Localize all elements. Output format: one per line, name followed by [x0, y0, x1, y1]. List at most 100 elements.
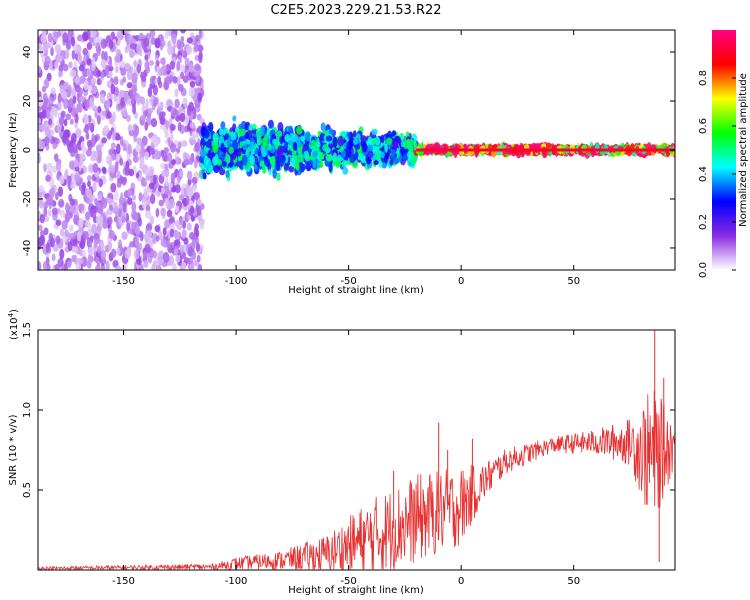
heatmap-cell	[199, 203, 205, 210]
heatmap-cell	[119, 135, 124, 147]
heatmap-cell	[101, 50, 106, 61]
heatmap-x-tick-label: 50	[567, 276, 580, 287]
heatmap-cell	[47, 32, 53, 43]
heatmap-cell	[43, 43, 48, 54]
heatmap-cell	[43, 206, 48, 217]
heatmap-cell	[188, 62, 194, 73]
heatmap-cell	[341, 159, 347, 169]
heatmap-cell	[400, 146, 406, 156]
heatmap-cell	[130, 96, 135, 106]
colorbar-tick-label: 0.2	[698, 214, 709, 230]
heatmap-cell	[71, 142, 78, 154]
heatmap-cell	[132, 104, 137, 115]
heatmap-cell	[177, 121, 182, 132]
heatmap-cell	[149, 215, 155, 225]
heatmap-cell	[91, 86, 98, 95]
heatmap-cell	[165, 99, 173, 106]
heatmap-cell	[187, 187, 194, 198]
heatmap-cell	[176, 39, 182, 50]
heatmap-cell	[163, 184, 170, 195]
heatmap-cell	[76, 103, 81, 112]
heatmap-cell	[155, 59, 160, 67]
heatmap-cell	[73, 158, 79, 168]
heatmap-cell	[96, 115, 101, 125]
heatmap-cell	[106, 197, 113, 205]
heatmap-cell	[169, 142, 177, 153]
heatmap-cell	[151, 264, 156, 270]
heatmap-cell	[38, 152, 41, 164]
heatmap-cell	[142, 251, 149, 259]
heatmap-cell	[141, 96, 146, 107]
heatmap-cell	[81, 250, 87, 258]
heatmap-cell	[188, 71, 193, 79]
heatmap-cell	[160, 123, 167, 131]
snr-y-ticks: 0.5 1.0 1.5	[22, 322, 675, 498]
heatmap-cell	[69, 232, 76, 240]
heatmap-cell	[46, 263, 51, 270]
heatmap-cell	[52, 244, 59, 252]
heatmap-cell	[166, 209, 173, 218]
heatmap-cell	[365, 156, 372, 165]
heatmap-cell	[86, 175, 92, 182]
heatmap-cell	[45, 174, 51, 182]
heatmap-cell	[176, 61, 181, 72]
heatmap-cell	[87, 180, 91, 188]
heatmap-cell	[139, 263, 144, 270]
heatmap-cell	[325, 135, 333, 142]
heatmap-cell	[195, 75, 200, 83]
heatmap-cell	[235, 126, 240, 134]
heatmap-cell	[47, 195, 54, 205]
heatmap-cell	[126, 114, 131, 123]
heatmap-cell	[303, 150, 310, 160]
heatmap-cell	[165, 120, 170, 130]
heatmap-cell	[65, 137, 70, 147]
heatmap-y-tick-label: 40	[22, 46, 33, 59]
snr-y-tick-label: 1.5	[22, 322, 33, 338]
heatmap-cell	[202, 172, 207, 180]
heatmap-cell	[55, 219, 62, 226]
heatmap-cell	[74, 85, 81, 93]
heatmap-cell	[305, 163, 311, 171]
heatmap-cell	[164, 177, 169, 187]
heatmap-cell	[86, 68, 92, 78]
heatmap-cell	[38, 123, 43, 132]
heatmap-cell	[160, 162, 165, 169]
heatmap-cell	[47, 103, 52, 112]
heatmap-cell	[166, 152, 173, 162]
heatmap-cell	[113, 76, 119, 86]
heatmap-cell	[180, 71, 185, 80]
heatmap-cell	[169, 132, 174, 142]
heatmap-cell	[241, 154, 248, 166]
heatmap-cell	[173, 248, 179, 255]
heatmap-cell	[145, 65, 151, 74]
heatmap-cell	[124, 45, 129, 54]
heatmap-cell	[179, 112, 186, 123]
heatmap-cell	[141, 75, 147, 83]
heatmap-cell	[96, 78, 101, 86]
colorbar-tick-label: 0.6	[698, 118, 709, 134]
heatmap-cell	[120, 67, 127, 76]
heatmap-cell	[268, 169, 272, 176]
heatmap-cell	[70, 36, 76, 47]
heatmap-cell	[46, 109, 50, 118]
heatmap-cell	[262, 167, 267, 174]
heatmap-cell	[259, 160, 264, 167]
heatmap-cell	[76, 230, 82, 242]
heatmap-cell	[288, 165, 295, 173]
heatmap-cell	[164, 131, 170, 140]
heatmap-cell	[82, 31, 89, 42]
heatmap-cell	[186, 222, 192, 231]
heatmap-cell	[168, 255, 175, 266]
heatmap-cell	[352, 138, 359, 145]
heatmap-cell	[179, 244, 184, 255]
heatmap-cell	[186, 37, 193, 44]
heatmap-cell	[112, 111, 116, 123]
heatmap-cell	[269, 144, 276, 154]
heatmap-cell	[96, 245, 102, 253]
heatmap-cell	[167, 45, 174, 56]
heatmap-cell	[360, 135, 367, 143]
snr-scale-exp: 4	[7, 312, 15, 317]
heatmap-cell	[91, 133, 96, 144]
heatmap-cell	[122, 201, 127, 213]
heatmap-cell	[253, 163, 258, 170]
